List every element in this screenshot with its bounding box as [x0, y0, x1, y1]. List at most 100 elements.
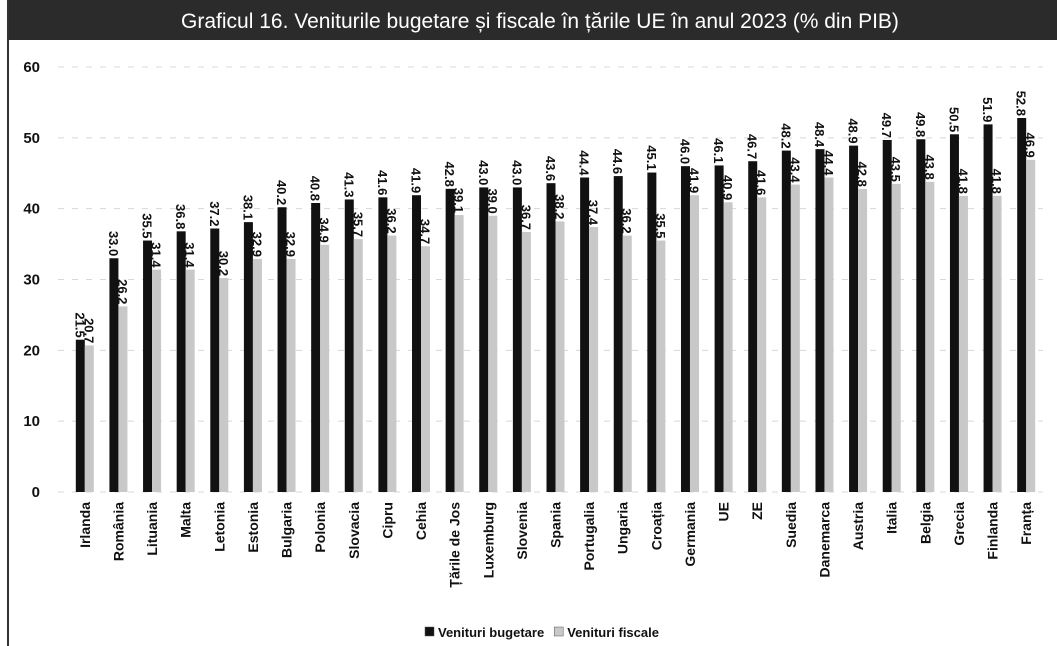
legend-label: Venituri fiscale	[567, 625, 659, 640]
x-tick-label: Bulgaria	[279, 502, 295, 558]
data-label: 36.2	[384, 208, 399, 233]
data-label: 43.6	[543, 156, 558, 181]
data-label: 48.9	[846, 118, 861, 143]
y-tick-label: 10	[23, 413, 40, 430]
data-label: 41.8	[989, 169, 1004, 194]
bar	[445, 188, 455, 493]
x-tick-label: Slovacia	[346, 502, 362, 559]
data-label: 36.8	[173, 204, 188, 229]
data-label: 41.6	[754, 170, 769, 195]
legend-swatch	[424, 626, 435, 637]
data-label: 32.9	[249, 232, 264, 257]
data-label: 39.1	[451, 188, 466, 213]
bar	[1017, 118, 1027, 492]
data-label: 46.1	[711, 138, 726, 163]
bar	[479, 187, 489, 492]
bar	[311, 203, 321, 492]
bar	[152, 269, 162, 492]
bar	[790, 184, 800, 493]
bar	[176, 231, 186, 493]
x-tick-label: Luxemburg	[480, 502, 496, 578]
data-label: 46.0	[677, 139, 692, 164]
data-label: 49.7	[879, 113, 894, 138]
data-label: 41.6	[375, 170, 390, 195]
data-label: 38.2	[552, 194, 567, 219]
bar	[680, 166, 690, 492]
data-label: 44.6	[610, 149, 625, 174]
bar	[622, 235, 632, 493]
bar	[118, 306, 128, 492]
data-label: 43.4	[787, 157, 802, 183]
data-label: 36.7	[518, 205, 533, 230]
bar	[210, 228, 220, 492]
bar	[320, 244, 330, 492]
bar	[882, 139, 892, 493]
data-label: 51.9	[980, 97, 995, 122]
data-label: 33.0	[106, 231, 121, 256]
bar	[387, 235, 397, 493]
bar	[714, 165, 724, 493]
x-tick-label: Franța	[1018, 502, 1034, 545]
bar	[824, 177, 834, 492]
y-tick-label: 40	[23, 201, 40, 218]
bar	[75, 339, 85, 492]
bar	[512, 187, 522, 492]
data-label: 35.5	[653, 213, 668, 238]
data-label: 35.7	[350, 212, 365, 237]
data-label: 46.7	[745, 134, 760, 159]
data-label: 44.4	[577, 150, 592, 176]
bar	[185, 269, 195, 492]
bar	[84, 345, 94, 492]
bar	[891, 183, 901, 492]
data-label: 36.2	[619, 208, 634, 233]
x-tick-label: UE	[716, 502, 732, 521]
bar	[1026, 159, 1036, 492]
bar	[353, 239, 363, 492]
y-tick-label: 60	[23, 59, 40, 76]
data-label: 40.8	[308, 176, 323, 201]
x-tick-label: ZE	[749, 502, 765, 520]
data-label: 44.4	[821, 150, 836, 176]
bar	[219, 278, 229, 492]
bar	[925, 181, 935, 492]
legend-label: Venituri bugetare	[438, 625, 544, 640]
bar	[992, 195, 1002, 492]
data-label: 40.2	[274, 180, 289, 205]
bar	[983, 124, 993, 492]
x-tick-label: Cehia	[413, 502, 429, 540]
bar	[243, 222, 253, 492]
x-tick-label: Portugalia	[581, 502, 597, 571]
data-label: 35.5	[140, 213, 155, 238]
bar	[454, 215, 464, 492]
bar	[647, 172, 657, 492]
bar	[378, 197, 388, 493]
x-tick-label: Țările de Jos	[447, 502, 463, 588]
data-label: 49.8	[913, 112, 928, 137]
bar	[656, 240, 666, 492]
x-tick-label: Irlanda	[77, 502, 93, 548]
bar	[546, 183, 556, 492]
x-tick-label: Lituania	[144, 502, 160, 556]
data-label: 45.1	[644, 145, 659, 170]
bar	[143, 240, 153, 492]
x-tick-label: Spania	[548, 502, 564, 548]
data-label: 42.8	[442, 162, 457, 187]
x-tick-label: Polonia	[312, 502, 328, 553]
bar	[613, 176, 623, 493]
bar	[252, 258, 262, 492]
bar	[958, 195, 968, 492]
data-label: 48.4	[812, 122, 827, 148]
bar	[858, 188, 868, 493]
bar	[344, 199, 354, 493]
data-label: 46.9	[1023, 132, 1038, 157]
data-label: 38.1	[240, 195, 255, 220]
bar	[781, 150, 791, 493]
data-label: 41.9	[409, 168, 424, 193]
x-tick-label: Slovenia	[514, 502, 530, 560]
chart-title: Graficul 16. Veniturile bugetare și fisc…	[181, 10, 899, 33]
data-label: 31.4	[182, 242, 197, 268]
data-label: 41.3	[341, 172, 356, 197]
data-label: 37.2	[207, 201, 222, 226]
bar	[949, 134, 959, 492]
